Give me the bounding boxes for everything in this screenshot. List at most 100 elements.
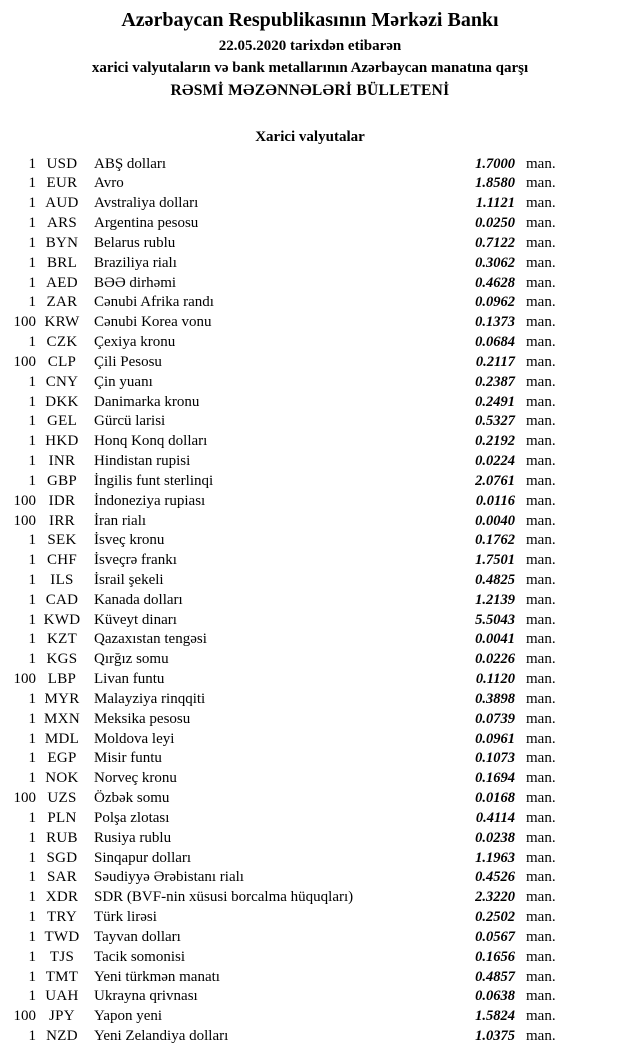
unit-cell: man.	[526, 829, 556, 846]
rate-row: 1 GBP İngilis funt sterlinqi 2.0761 man.	[0, 473, 568, 493]
unit-cell: man.	[526, 195, 556, 212]
unit-cell: man.	[526, 274, 556, 291]
code-cell: MDL	[44, 730, 80, 747]
unit-cell: man.	[526, 175, 556, 192]
quantity-cell: 1	[28, 571, 37, 588]
quantity-cell: 1	[28, 472, 37, 489]
unit-cell: man.	[526, 611, 556, 628]
quantity-cell: 1	[28, 909, 37, 926]
quantity-cell: 1	[28, 1028, 37, 1045]
unit-cell: man.	[526, 393, 556, 410]
unit-cell: man.	[526, 809, 556, 826]
unit-cell: man.	[526, 552, 556, 569]
code-cell: KGS	[46, 651, 78, 668]
name-cell: Tayvan dolları	[94, 928, 181, 945]
rate-cell: 0.1656	[475, 948, 515, 965]
quantity-cell: 1	[28, 433, 37, 450]
quantity-cell: 1	[28, 215, 37, 232]
rate-row: 1 CNY Çin yuanı 0.2387 man.	[0, 374, 568, 394]
unit-cell: man.	[526, 591, 556, 608]
name-cell: Argentina pesosu	[94, 215, 199, 232]
name-cell: Meksika pesosu	[94, 710, 191, 727]
unit-cell: man.	[526, 472, 556, 489]
rate-row: 1 MYR Malayziya rinqqiti 0.3898 man.	[0, 691, 568, 711]
unit-cell: man.	[526, 849, 556, 866]
name-cell: İsveçrə frankı	[94, 552, 177, 569]
name-cell: Gürcü larisi	[94, 413, 166, 430]
quantity-cell: 100	[13, 671, 37, 688]
rate-row: 1 ILS İsrail şekeli 0.4825 man.	[0, 572, 568, 592]
rate-row: 1 NZD Yeni Zelandiya dolları 1.0375 man.	[0, 1028, 568, 1048]
name-cell: Polşa zlotası	[94, 809, 170, 826]
unit-cell: man.	[526, 254, 556, 271]
rate-row: 1 KGS Qırğız somu 0.0226 man.	[0, 651, 568, 671]
code-cell: CZK	[46, 334, 78, 351]
quantity-cell: 1	[28, 453, 37, 470]
rate-row: 1 HKD Honq Konq dolları 0.2192 man.	[0, 433, 568, 453]
rate-cell: 0.2387	[475, 373, 515, 390]
bulletin-title: RƏSMİ MƏZƏNNƏLƏRİ BÜLLETENİ	[170, 82, 450, 99]
name-cell: Qazaxıstan tengəsi	[94, 631, 207, 648]
name-cell: Rusiya rublu	[94, 829, 172, 846]
rate-cell: 1.8580	[475, 175, 515, 192]
code-cell: PLN	[47, 809, 77, 826]
code-cell: AED	[46, 274, 78, 291]
rate-row: 1 TWD Tayvan dolları 0.0567 man.	[0, 929, 568, 949]
unit-cell: man.	[526, 294, 556, 311]
unit-cell: man.	[526, 750, 556, 767]
code-cell: GBP	[46, 472, 78, 489]
name-cell: ABŞ dolları	[94, 155, 167, 172]
rate-cell: 0.0567	[475, 928, 515, 945]
rate-row: 1 UAH Ukrayna qrivnası 0.0638 man.	[0, 988, 568, 1008]
code-cell: GEL	[46, 413, 78, 430]
quantity-cell: 1	[28, 690, 37, 707]
quantity-cell: 100	[13, 353, 37, 370]
code-cell: UAH	[45, 988, 79, 1005]
quantity-cell: 1	[28, 591, 37, 608]
rate-cell: 0.2491	[475, 393, 515, 410]
rate-row: 100 CLP Çili Pesosu 0.2117 man.	[0, 354, 568, 374]
unit-cell: man.	[526, 889, 556, 906]
name-cell: Misir funtu	[94, 750, 162, 767]
rate-cell: 0.3898	[475, 690, 515, 707]
unit-cell: man.	[526, 968, 556, 985]
unit-cell: man.	[526, 770, 556, 787]
quantity-cell: 100	[13, 790, 37, 807]
rate-row: 100 UZS Özbək somu 0.0168 man.	[0, 790, 568, 810]
quantity-cell: 1	[28, 234, 37, 251]
rate-cell: 0.4114	[475, 809, 515, 826]
unit-cell: man.	[526, 988, 556, 1005]
quantity-cell: 1	[28, 254, 37, 271]
rate-row: 1 CHF İsveçrə frankı 1.7501 man.	[0, 552, 568, 572]
unit-cell: man.	[526, 710, 556, 727]
name-cell: Səudiyyə Ərəbistanı rialı	[94, 869, 244, 886]
rate-row: 1 DKK Danimarka kronu 0.2491 man.	[0, 394, 568, 414]
rate-row: 100 JPY Yapon yeni 1.5824 man.	[0, 1008, 568, 1028]
unit-cell: man.	[526, 790, 556, 807]
rate-row: 1 SAR Səudiyyə Ərəbistanı rialı 0.4526 m…	[0, 869, 568, 889]
rate-row: 100 KRW Cənubi Korea vonu 0.1373 man.	[0, 314, 568, 334]
code-cell: HKD	[45, 433, 79, 450]
unit-cell: man.	[526, 690, 556, 707]
rate-row: 1 ARS Argentina pesosu 0.0250 man.	[0, 215, 568, 235]
name-cell: Livan funtu	[94, 671, 165, 688]
name-cell: Yapon yeni	[94, 1008, 163, 1025]
rate-row: 1 NOK Norveç kronu 0.1694 man.	[0, 770, 568, 790]
rate-row: 1 MXN Meksika pesosu 0.0739 man.	[0, 711, 568, 731]
unit-cell: man.	[526, 869, 556, 886]
name-cell: İngilis funt sterlinqi	[94, 472, 214, 489]
code-cell: MYR	[44, 690, 80, 707]
name-cell: Qırğız somu	[94, 651, 169, 668]
quantity-cell: 1	[28, 175, 37, 192]
code-cell: CLP	[47, 353, 77, 370]
name-cell: Moldova leyi	[94, 730, 175, 747]
effective-date: 22.05.2020 tarixdən etibarən	[218, 38, 402, 54]
rate-cell: 0.1694	[475, 770, 515, 787]
quantity-cell: 1	[28, 274, 37, 291]
rate-cell: 0.0684	[475, 334, 515, 351]
unit-cell: man.	[526, 453, 556, 470]
quantity-cell: 100	[13, 314, 37, 331]
rate-row: 1 AED BƏƏ dirhəmi 0.4628 man.	[0, 275, 568, 295]
code-cell: XDR	[45, 889, 79, 906]
